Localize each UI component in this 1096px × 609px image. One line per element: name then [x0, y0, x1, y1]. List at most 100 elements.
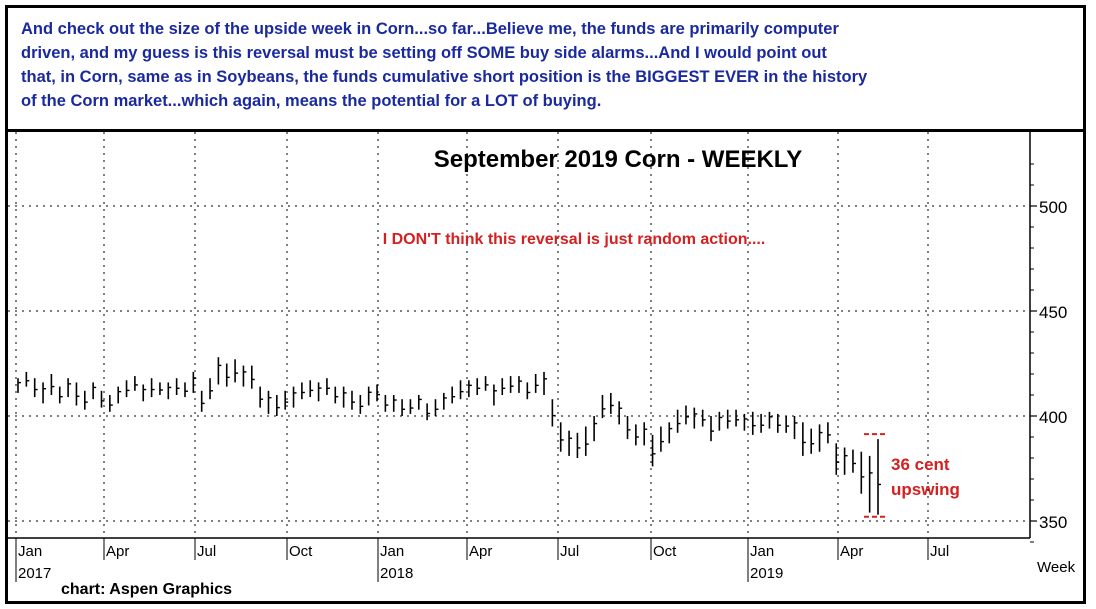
price-bar — [42, 382, 47, 404]
price-bar — [718, 411, 723, 431]
month-label: Jul — [197, 543, 216, 560]
price-bar — [868, 455, 873, 513]
price-bar — [367, 386, 372, 406]
price-bar — [835, 443, 840, 475]
price-bar — [493, 384, 497, 406]
price-bar — [827, 422, 831, 444]
price-bar — [242, 365, 247, 387]
price-bar — [626, 416, 631, 440]
month-label: Apr — [840, 543, 863, 560]
commentary-box: And check out the size of the upside wee… — [5, 5, 1086, 129]
price-bar — [292, 386, 297, 408]
price-bar — [459, 380, 464, 400]
price-bar — [735, 409, 740, 427]
month-label: Jul — [930, 543, 949, 560]
gridlines — [8, 132, 1030, 538]
price-bar — [777, 413, 781, 433]
price-bar — [685, 405, 689, 425]
price-bar — [175, 378, 180, 395]
price-bar — [150, 378, 155, 398]
price-bar — [660, 426, 664, 452]
period-label: Week — [1037, 559, 1076, 576]
price-tick-label: 350 — [1039, 513, 1067, 532]
price-bar — [643, 422, 648, 446]
commentary-line: that, in Corn, same as in Soybeans, the … — [21, 68, 868, 86]
month-label: Jan — [18, 543, 42, 560]
year-label: 2017 — [18, 565, 51, 582]
month-label: Apr — [469, 543, 492, 560]
price-bar — [409, 399, 414, 414]
price-bar — [693, 407, 698, 429]
price-bar — [426, 403, 431, 421]
price-bar — [276, 395, 280, 416]
price-bar — [100, 390, 105, 408]
month-label: Jan — [380, 543, 404, 560]
chart-annotation: I DON'T think this reversal is just rand… — [383, 231, 766, 248]
price-tick-label: 450 — [1039, 303, 1067, 322]
price-bars — [17, 357, 881, 515]
price-bar — [810, 428, 815, 454]
price-bar — [209, 378, 214, 400]
price-bar — [701, 409, 706, 427]
price-bar — [392, 395, 397, 412]
price-bar — [234, 359, 239, 383]
month-label: Jul — [560, 543, 579, 560]
price-bar — [443, 392, 447, 410]
price-bar — [125, 380, 130, 398]
price-bar — [33, 378, 38, 398]
price-bar — [67, 378, 72, 398]
price-bar — [75, 382, 80, 406]
price-bar — [267, 390, 272, 414]
price-tick-label: 500 — [1039, 198, 1067, 217]
time-labels: Jan Apr Jul Oct Jan Apr Jul Oct Jan Apr Jul 2017 201… — [15, 538, 949, 582]
price-bar — [726, 409, 731, 429]
price-bar — [802, 422, 806, 456]
price-bar — [743, 413, 748, 431]
price-bar — [317, 382, 322, 402]
commentary-line: And check out the size of the upside wee… — [21, 20, 839, 38]
price-bar — [509, 376, 514, 393]
price-bar — [359, 395, 364, 414]
price-bar — [843, 447, 848, 475]
price-bar — [25, 371, 30, 387]
price-bar — [134, 376, 138, 391]
price-bar — [584, 426, 589, 456]
month-label: Apr — [106, 543, 129, 560]
price-bar — [852, 449, 856, 473]
price-bar — [284, 390, 289, 410]
year-label: 2018 — [380, 565, 413, 582]
price-bar — [860, 451, 865, 494]
price-bar — [351, 390, 355, 410]
price-bar — [668, 422, 673, 444]
price-bar — [58, 386, 63, 404]
price-bar — [526, 382, 531, 400]
price-bar — [760, 413, 765, 433]
price-bar — [142, 384, 147, 402]
price-bar — [877, 439, 881, 515]
month-label: Oct — [653, 543, 677, 560]
price-bar — [417, 395, 422, 410]
price-bar — [192, 371, 197, 393]
chart-box: 350 400 450 500 Jan Apr Jul Oct Jan Apr Jul Oct Jan… — [5, 129, 1086, 604]
price-bar — [793, 416, 798, 440]
price-tick-label: 400 — [1039, 408, 1067, 427]
chart-credit: chart: Aspen Graphics — [61, 581, 232, 598]
price-bar — [785, 416, 790, 433]
price-bar — [384, 395, 389, 412]
commentary-line: of the Corn market...which again, means … — [21, 92, 602, 110]
price-bar — [635, 424, 639, 446]
price-bar — [559, 422, 564, 452]
price-bar — [501, 378, 506, 395]
price-bar — [676, 409, 681, 433]
price-bar — [710, 416, 715, 442]
price-bar — [83, 390, 88, 410]
price-bar — [768, 411, 773, 429]
price-bar — [618, 401, 623, 425]
price-bar — [401, 399, 406, 416]
price-bar — [334, 386, 339, 404]
price-bar — [167, 382, 172, 400]
price-bar — [601, 395, 606, 419]
price-bar — [551, 399, 556, 427]
